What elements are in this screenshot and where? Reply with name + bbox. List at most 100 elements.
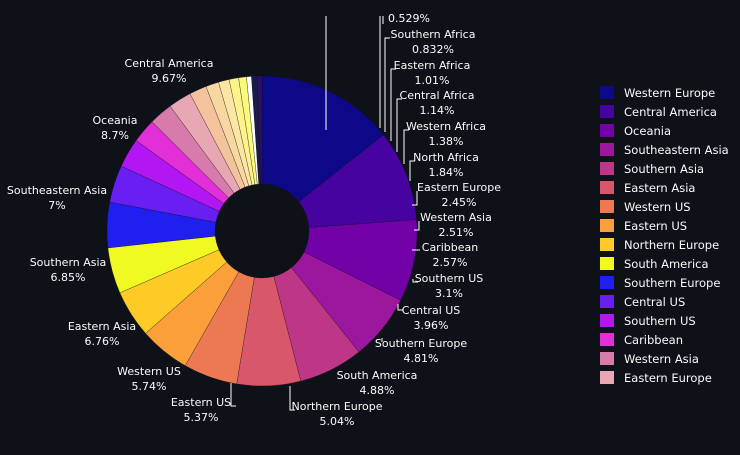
slice-percent-central-africa: 1.14% [420, 104, 455, 117]
slice-label-central-africa: Central Africa [400, 89, 475, 102]
slice-label-caribbean: Caribbean [422, 241, 478, 254]
slice-label-western-us: Western US [117, 365, 181, 378]
leader-line-central-us [397, 304, 403, 311]
legend-item-southeastern-asia[interactable]: Southeastern Asia [600, 140, 736, 159]
slice-label-oceania: Oceania [93, 114, 138, 127]
legend-swatch [600, 105, 614, 118]
slice-percent-southern-europe: 4.81% [404, 352, 439, 365]
legend-label: Southern Europe [624, 275, 721, 290]
legend-swatch [600, 371, 614, 384]
legend-swatch [600, 162, 614, 175]
slice-percent-western-africa: 1.38% [429, 135, 464, 148]
legend-label: Eastern Europe [624, 370, 712, 385]
legend-item-central-america[interactable]: Central America [600, 102, 736, 121]
legend-swatch [600, 314, 614, 327]
leader-line-western-africa [403, 129, 409, 164]
legend-swatch [600, 295, 614, 308]
slice-percent-eastern-us: 5.37% [184, 411, 219, 424]
slice-percent-oceania: 8.7% [101, 129, 129, 142]
legend: Western Europe Central America Oceania Sout… [600, 83, 736, 387]
slice-percent-south-america: 4.88% [360, 384, 395, 397]
slice-percent-central-us: 3.96% [414, 319, 449, 332]
legend-label: Central US [624, 294, 686, 309]
legend-label: South America [624, 256, 709, 271]
slice-percent-top: 0.529% [388, 12, 430, 25]
legend-item-eastern-asia[interactable]: Eastern Asia [600, 178, 736, 197]
slice-label-southern-asia: Southern Asia [30, 256, 107, 269]
legend-label: Western Asia [624, 351, 699, 366]
slice-percent-southern-us: 3.1% [435, 287, 463, 300]
leader-line-eastern-us [230, 383, 236, 407]
slice-label-central-america: Central America [125, 57, 214, 70]
legend-label: Eastern US [624, 218, 688, 233]
legend-label: Western US [624, 199, 691, 214]
slice-label-western-asia: Western Asia [420, 211, 492, 224]
slice-label-southeastern-asia: Southeastern Asia [7, 184, 107, 197]
slice-percent-eastern-europe: 2.45% [442, 196, 477, 209]
slice-label-central-us: Central US [402, 304, 461, 317]
legend-label: Northern Europe [624, 237, 720, 252]
legend-item-western-us[interactable]: Western US [600, 197, 736, 216]
legend-label: Southern US [624, 313, 696, 328]
legend-item-southern-europe[interactable]: Southern Europe [600, 273, 736, 292]
slice-percent-western-us: 5.74% [132, 380, 167, 393]
legend-label: Southern Asia [624, 161, 705, 176]
slice-percent-eastern-africa: 1.01% [415, 74, 450, 87]
slice-percent-southern-africa: 0.832% [412, 43, 454, 56]
slice-label-eastern-europe: Eastern Europe [417, 181, 501, 194]
legend-item-eastern-europe[interactable]: Eastern Europe [600, 368, 736, 387]
slice-percent-southeastern-asia: 7% [48, 199, 65, 212]
slice-label-eastern-asia: Eastern Asia [68, 320, 136, 333]
slice-percent-northern-europe: 5.04% [320, 415, 355, 428]
slice-label-western-africa: Western Africa [406, 120, 486, 133]
pie-slice-23[interactable] [257, 75, 263, 185]
leader-line-eastern-europe [412, 191, 418, 206]
legend-item-eastern-us[interactable]: Eastern US [600, 216, 736, 235]
legend-label: Central America [624, 104, 717, 119]
legend-item-southern-asia[interactable]: Southern Asia [600, 159, 736, 178]
legend-swatch [600, 181, 614, 194]
legend-swatch [600, 276, 614, 289]
legend-swatch [600, 352, 614, 365]
legend-label: Southeastern Asia [624, 142, 729, 157]
leader-line-southern-africa [384, 37, 390, 132]
legend-swatch [600, 200, 614, 213]
legend-label: Oceania [624, 123, 672, 138]
pie-slice-0[interactable] [261, 75, 384, 203]
slice-label-southern-us: Southern US [415, 272, 484, 285]
slice-label-southern-europe: Southern Europe [375, 337, 467, 350]
legend-swatch [600, 143, 614, 156]
legend-item-south-america[interactable]: South America [600, 254, 736, 273]
leader-line-southern-us [412, 279, 418, 283]
legend-item-caribbean[interactable]: Caribbean [600, 330, 736, 349]
legend-label: Caribbean [624, 332, 684, 347]
legend-swatch [600, 238, 614, 251]
slice-percent-western-asia: 2.51% [439, 226, 474, 239]
legend-swatch [600, 257, 614, 270]
legend-swatch [600, 124, 614, 137]
legend-item-northern-europe[interactable]: Northern Europe [600, 235, 736, 254]
legend-item-western-asia[interactable]: Western Asia [600, 349, 736, 368]
slice-percent-central-america: 9.67% [152, 72, 187, 85]
leader-line-central-africa [396, 98, 402, 152]
legend-swatch [600, 86, 614, 99]
leader-line-western-asia [414, 221, 420, 231]
slice-label-north-africa: North Africa [413, 151, 479, 164]
leader-line-north-africa [409, 160, 415, 181]
leader-line-northern-europe [289, 386, 295, 411]
slice-percent-caribbean: 2.57% [433, 256, 468, 269]
legend-swatch [600, 333, 614, 346]
legend-item-southern-us[interactable]: Southern US [600, 311, 736, 330]
slice-percent-eastern-asia: 6.76% [85, 335, 120, 348]
slice-label-eastern-africa: Eastern Africa [394, 59, 471, 72]
leader-line-eastern-africa [390, 68, 396, 141]
slice-percent-southern-asia: 6.85% [51, 271, 86, 284]
legend-label: Western Europe [624, 85, 716, 100]
legend-item-central-us[interactable]: Central US [600, 292, 736, 311]
slice-percent-north-africa: 1.84% [429, 166, 464, 179]
slice-label-south-america: South America [337, 369, 418, 382]
legend-item-western-europe[interactable]: Western Europe [600, 83, 736, 102]
legend-item-oceania[interactable]: Oceania [600, 121, 736, 140]
